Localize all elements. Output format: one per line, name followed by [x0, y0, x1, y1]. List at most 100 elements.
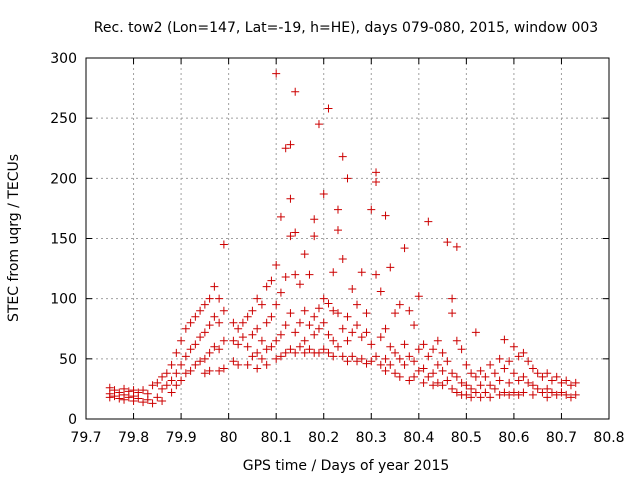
data-point [386, 342, 395, 351]
data-point [414, 345, 423, 354]
data-point [281, 321, 290, 330]
data-point [524, 378, 533, 387]
data-point [533, 384, 542, 393]
data-point [452, 372, 461, 381]
data-point [243, 360, 252, 369]
data-point [295, 318, 304, 327]
data-point [205, 366, 214, 375]
data-point [262, 318, 271, 327]
data-point [467, 393, 476, 402]
data-point [547, 376, 556, 385]
data-point [486, 393, 495, 402]
data-point [229, 357, 238, 366]
data-point [429, 369, 438, 378]
data-point [153, 378, 162, 387]
data-point [357, 354, 366, 363]
data-point [372, 352, 381, 361]
data-point [562, 376, 571, 385]
y-tick-label: 250 [50, 111, 77, 127]
data-point [200, 328, 209, 337]
x-tick-label: 80.3 [356, 430, 387, 446]
data-point [462, 381, 471, 390]
data-point [162, 369, 171, 378]
data-point [295, 342, 304, 351]
data-point [210, 312, 219, 321]
data-point [367, 357, 376, 366]
data-point [139, 398, 148, 407]
data-point [181, 352, 190, 361]
data-point [519, 348, 528, 357]
data-point [500, 335, 509, 344]
data-point [357, 268, 366, 277]
data-point [310, 312, 319, 321]
data-point [238, 333, 247, 342]
x-tick-labels: 79.7 79.8 79.9 80 80.1 80.2 80.3 80.4 80.5 80.6 80… [70, 430, 624, 446]
data-point [148, 381, 157, 390]
data-point [338, 324, 347, 333]
data-point [200, 300, 209, 309]
data-point [219, 336, 228, 345]
data-point [514, 390, 523, 399]
data-point [229, 336, 238, 345]
data-point [400, 244, 409, 253]
data-point [405, 306, 414, 315]
data-point [162, 381, 171, 390]
data-point [267, 312, 276, 321]
data-point [571, 390, 580, 399]
data-point [424, 352, 433, 361]
data-point [433, 336, 442, 345]
y-tick-label: 100 [50, 292, 77, 308]
data-point [234, 324, 243, 333]
data-point [410, 372, 419, 381]
data-point [257, 336, 266, 345]
data-point [153, 393, 162, 402]
data-point [481, 372, 490, 381]
data-point [381, 354, 390, 363]
data-point [509, 342, 518, 351]
data-point [486, 381, 495, 390]
data-point [495, 354, 504, 363]
data-point [305, 345, 314, 354]
data-point [381, 324, 390, 333]
data-point [272, 354, 281, 363]
data-point [357, 333, 366, 342]
data-point [333, 205, 342, 214]
data-point [376, 360, 385, 369]
data-point [429, 345, 438, 354]
data-point [471, 388, 480, 397]
x-tick-label: 80.6 [498, 430, 529, 446]
x-tick-label: 80.8 [593, 430, 624, 446]
data-point [262, 360, 271, 369]
data-point [467, 369, 476, 378]
data-point [110, 392, 119, 401]
data-point [448, 309, 457, 318]
data-point [243, 312, 252, 321]
data-point [305, 321, 314, 330]
data-point [490, 384, 499, 393]
data-point [495, 376, 504, 385]
data-point [353, 321, 362, 330]
data-point [281, 273, 290, 282]
data-point [429, 381, 438, 390]
data-point [495, 390, 504, 399]
data-point [143, 395, 152, 404]
data-point [253, 294, 262, 303]
data-point [452, 388, 461, 397]
data-point [410, 357, 419, 366]
data-point [519, 372, 528, 381]
data-point [205, 294, 214, 303]
data-point [348, 285, 357, 294]
data-point [391, 369, 400, 378]
data-point [571, 378, 580, 387]
data-point [395, 300, 404, 309]
data-point [543, 393, 552, 402]
data-point [329, 352, 338, 361]
data-point [191, 340, 200, 349]
x-tick-label: 79.8 [118, 430, 149, 446]
data-point [395, 372, 404, 381]
data-point [291, 270, 300, 279]
data-point [514, 376, 523, 385]
data-point [276, 212, 285, 221]
data-point [400, 340, 409, 349]
data-point [467, 384, 476, 393]
